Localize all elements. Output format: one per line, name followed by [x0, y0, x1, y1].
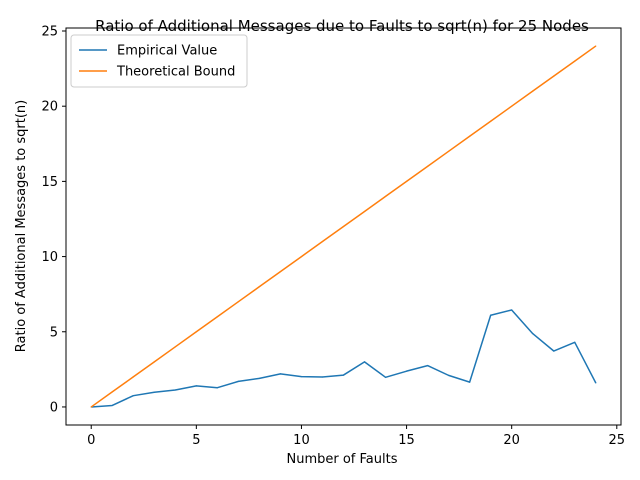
data-point	[511, 105, 513, 107]
y-axis: 0 5 10 15 20 25	[41, 25, 66, 415]
data-point	[279, 373, 282, 375]
data-point	[405, 370, 408, 372]
data-point	[490, 314, 492, 316]
chart-title: Ratio of Additional Messages due to Faul…	[95, 17, 589, 35]
data-point	[469, 135, 471, 137]
legend-box	[70, 34, 248, 88]
data-point	[132, 395, 134, 397]
data-point	[279, 271, 282, 273]
x-tick-label: 5	[192, 433, 200, 448]
data-point	[258, 377, 261, 379]
data-point	[384, 376, 387, 378]
data-point	[321, 376, 324, 378]
data-point	[216, 316, 218, 318]
data-point	[532, 90, 534, 92]
x-axis: 0 5 10 15 20 25	[87, 425, 625, 448]
data-point	[405, 180, 408, 182]
y-tick-label: 5	[50, 325, 58, 340]
y-tick-label: 10	[41, 250, 58, 265]
data-point	[132, 376, 134, 378]
x-tick-label: 10	[293, 433, 310, 448]
data-point	[216, 387, 218, 389]
data-point	[237, 380, 239, 382]
data-point	[363, 210, 366, 213]
data-point	[342, 225, 345, 228]
y-tick-label: 20	[41, 100, 58, 115]
y-tick-label: 25	[41, 25, 58, 40]
data-point	[426, 165, 429, 167]
data-point	[342, 374, 345, 376]
legend-label: Empirical Value	[117, 44, 217, 59]
data-point	[469, 381, 471, 383]
data-point	[90, 406, 92, 408]
legend: Empirical Value Theoretical Bound	[70, 34, 248, 88]
data-point	[511, 309, 513, 311]
plot-area	[90, 45, 597, 408]
data-point	[321, 240, 324, 243]
data-point	[111, 404, 113, 407]
data-point	[195, 385, 197, 387]
y-tick-label: 0	[50, 400, 58, 415]
data-point	[553, 75, 555, 77]
data-point	[553, 350, 555, 352]
data-point	[111, 391, 113, 393]
data-point	[195, 331, 197, 333]
data-point	[153, 391, 155, 393]
data-point	[490, 120, 492, 122]
x-tick-label: 15	[398, 433, 415, 448]
data-point	[174, 346, 176, 348]
data-point	[595, 382, 597, 384]
y-axis-label: Ratio of Additional Messages to sqrt(n)	[14, 100, 29, 352]
legend-label: Theoretical Bound	[116, 65, 235, 80]
x-tick-label: 20	[503, 433, 520, 448]
data-point	[174, 389, 176, 391]
y-tick-label: 15	[41, 175, 58, 190]
data-point	[300, 255, 303, 258]
data-point	[426, 365, 429, 367]
data-point	[258, 286, 261, 288]
series-line-empirical-value	[91, 309, 597, 408]
data-point	[574, 60, 576, 62]
plot-frame	[65, 27, 622, 426]
x-axis-label: Number of Faults	[287, 452, 398, 467]
x-tick-label: 0	[87, 433, 95, 448]
data-point	[153, 361, 155, 363]
data-point	[384, 195, 387, 198]
data-point	[574, 341, 576, 343]
data-point	[363, 361, 366, 363]
x-tick-label: 25	[609, 433, 626, 448]
data-point	[448, 150, 450, 152]
data-point	[448, 374, 450, 376]
data-point	[237, 301, 239, 303]
data-point	[300, 375, 303, 378]
data-point	[532, 332, 534, 335]
data-point	[595, 45, 597, 47]
